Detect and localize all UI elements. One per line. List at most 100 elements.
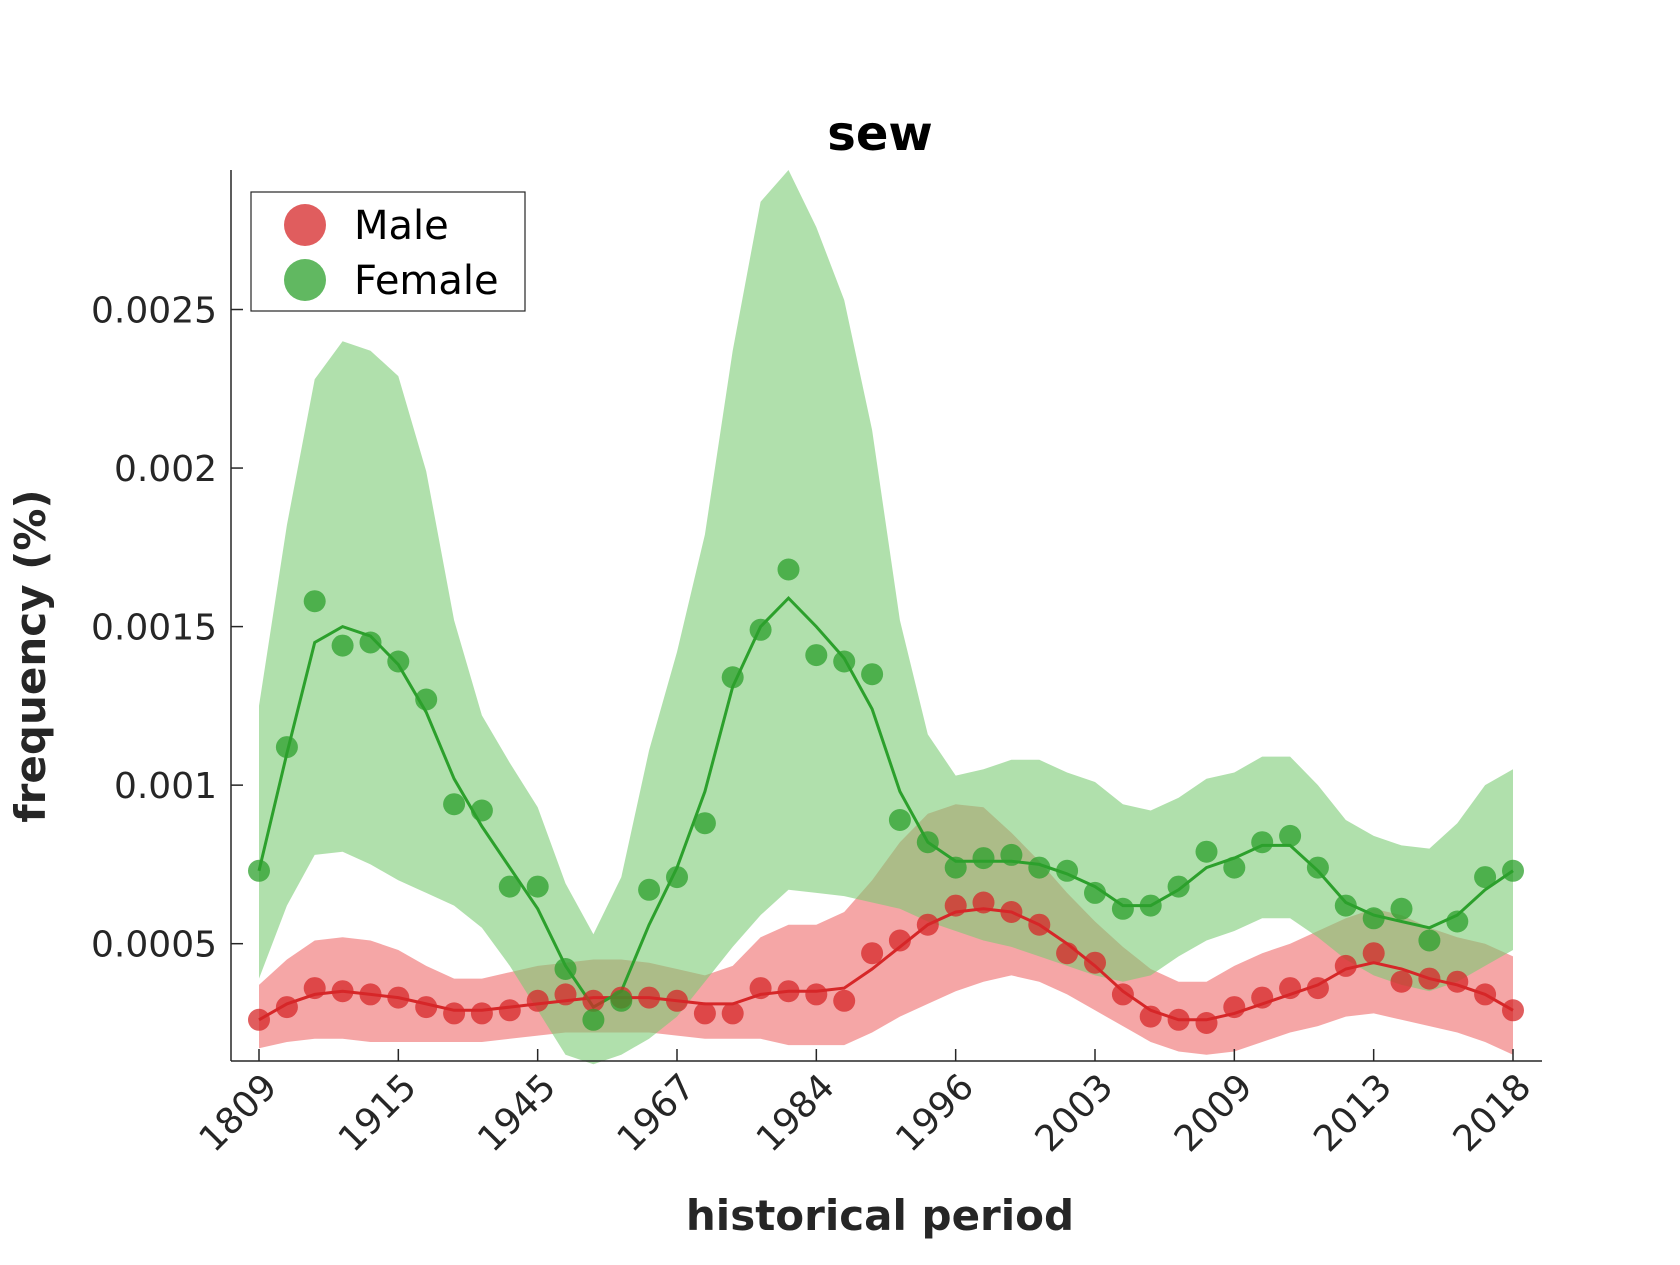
x-tick-label: 1996 (888, 1066, 982, 1160)
y-tick-label: 0.0005 (91, 925, 217, 966)
y-tick-label: 0.002 (114, 449, 217, 490)
point-male (1502, 999, 1524, 1022)
trend-lines (257, 595, 1514, 1022)
point-female (554, 958, 577, 980)
y-tick-label: 0.001 (114, 766, 217, 807)
point-female (1195, 840, 1218, 863)
point-female (1306, 856, 1329, 879)
point-female (498, 875, 521, 898)
point-male (582, 989, 605, 1012)
point-male (1418, 967, 1441, 990)
x-tick-label: 1945 (470, 1066, 564, 1160)
x-axis-label: historical period (686, 1191, 1074, 1240)
point-male (693, 1002, 716, 1025)
x-tick-label: 1967 (610, 1066, 704, 1160)
point-female (1474, 866, 1497, 889)
point-female (805, 644, 828, 667)
x-tick-label: 1984 (749, 1066, 843, 1160)
axes (230, 170, 1542, 1062)
y-axis-label: frequency (%) (6, 489, 55, 822)
point-male (777, 980, 800, 1003)
point-female (721, 666, 744, 689)
point-female (944, 856, 967, 879)
point-male (1111, 983, 1134, 1006)
point-female (415, 688, 438, 711)
y-tick-label: 0.0025 (91, 291, 217, 332)
point-male (1362, 942, 1385, 965)
band-female (259, 170, 1513, 1065)
point-male (1279, 977, 1302, 1000)
trend-line-female (257, 595, 1514, 1010)
point-female (1446, 910, 1469, 933)
point-male (1167, 1008, 1190, 1031)
point-female (470, 799, 493, 822)
point-male (916, 913, 939, 936)
point-female (248, 859, 270, 882)
point-male (1223, 996, 1246, 1019)
point-female (1084, 881, 1106, 904)
chart-title: sew (827, 106, 932, 162)
point-male (554, 983, 577, 1006)
x-tick-label: 2013 (1306, 1066, 1400, 1160)
point-female (1139, 894, 1162, 917)
point-female (610, 989, 633, 1012)
point-male (470, 1002, 493, 1025)
point-female (1028, 856, 1051, 879)
point-female (1111, 897, 1134, 920)
point-male (415, 996, 438, 1019)
data-points (248, 558, 1524, 1034)
point-female (777, 558, 800, 581)
point-male (861, 942, 884, 965)
point-male (303, 977, 326, 1000)
point-female (1223, 856, 1246, 879)
point-female (888, 809, 911, 831)
point-female (443, 793, 466, 816)
point-female (916, 831, 939, 854)
point-male (1000, 901, 1023, 923)
point-male (749, 977, 772, 1000)
point-female (1502, 859, 1524, 882)
point-male (1446, 970, 1469, 993)
point-male (1251, 986, 1274, 1009)
point-female (861, 663, 884, 686)
legend: Male Female (250, 191, 526, 312)
point-male (331, 980, 354, 1003)
point-female (638, 878, 661, 901)
point-male (1474, 983, 1497, 1006)
point-male (498, 999, 521, 1022)
point-male (805, 983, 828, 1006)
x-tick-label: 2003 (1028, 1066, 1122, 1160)
point-male (1306, 977, 1329, 1000)
point-male (638, 986, 661, 1009)
point-female (972, 847, 995, 870)
point-female (1251, 831, 1274, 854)
point-female (387, 650, 410, 673)
x-tick-label: 1915 (331, 1066, 425, 1160)
point-female (693, 812, 716, 835)
point-male (888, 929, 911, 952)
point-female (359, 631, 382, 654)
point-male (1139, 1005, 1162, 1028)
point-male (387, 986, 410, 1009)
trend-line-male (258, 907, 1514, 1022)
point-female (833, 650, 856, 673)
point-female (331, 634, 354, 657)
point-female (1418, 929, 1441, 952)
point-female (1056, 859, 1079, 882)
legend-marker-male (284, 204, 326, 246)
legend-marker-female (284, 259, 326, 301)
legend-label-female: Female (354, 258, 499, 304)
point-female (1390, 897, 1413, 920)
point-male (721, 1002, 744, 1025)
point-female (666, 866, 688, 889)
point-male (1028, 913, 1051, 936)
point-male (1390, 970, 1413, 993)
point-female (1362, 907, 1385, 930)
x-tick-label: 2009 (1167, 1066, 1261, 1160)
point-female (1167, 875, 1190, 898)
point-male (248, 1008, 270, 1031)
point-female (275, 736, 298, 759)
point-female (1000, 843, 1023, 866)
